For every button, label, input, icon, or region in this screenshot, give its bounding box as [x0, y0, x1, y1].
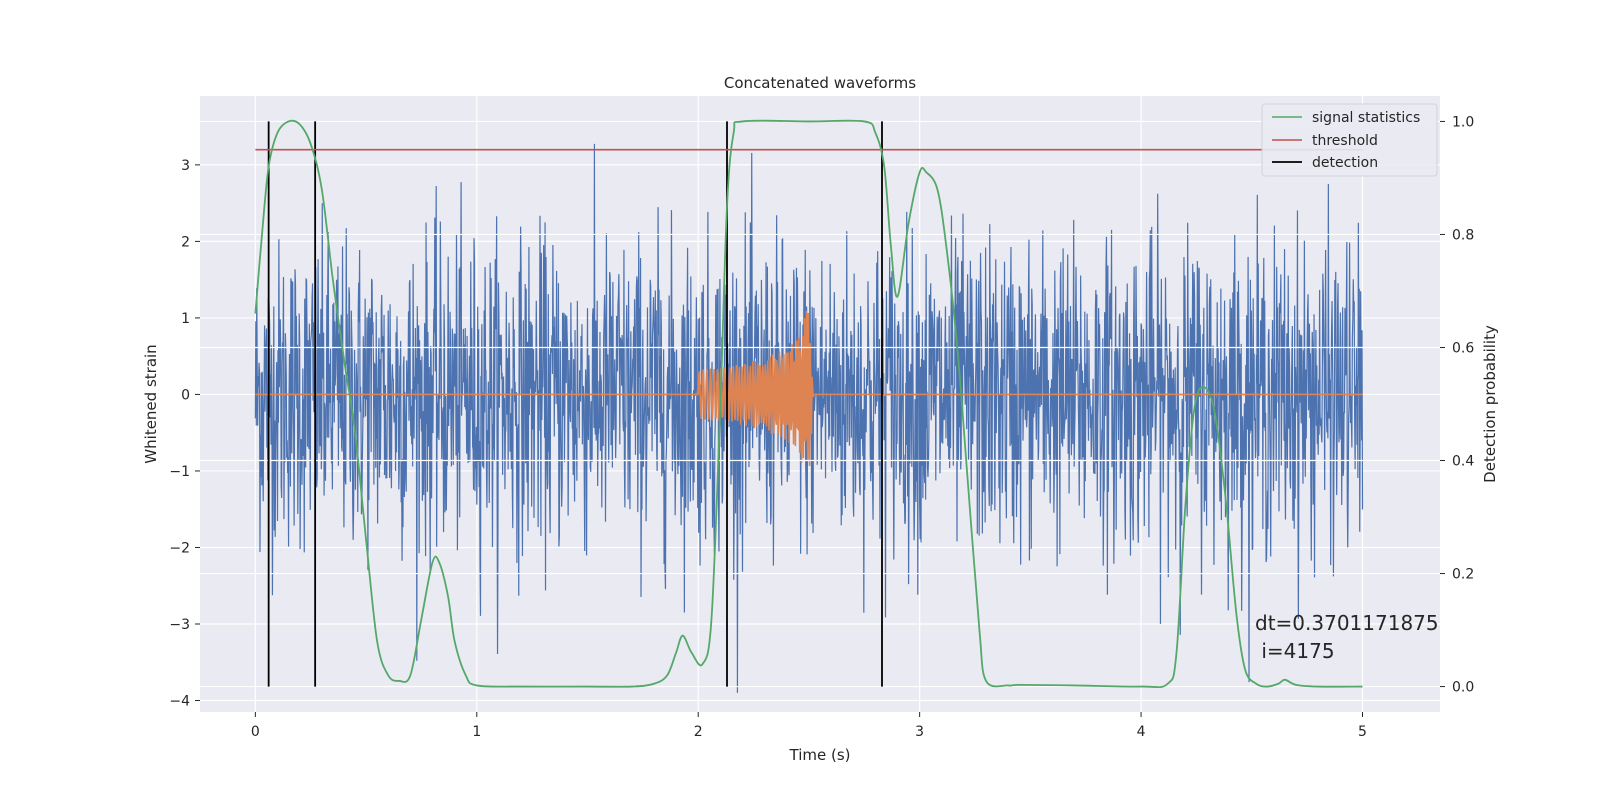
x-tick-label: 5 [1358, 724, 1367, 740]
y2-axis-label: Detection probability [1481, 325, 1499, 483]
y-tick-label: −4 [169, 694, 190, 710]
y-tick-label: 0 [181, 387, 190, 403]
axis-ticks: 0 1 2 3 4 5 −4 −3 −2 −1 0 1 2 3 0.0 0.2 0.4 0.6 0.8 1.0 [169, 114, 1474, 740]
y-axis-label: Whitened strain [142, 344, 160, 463]
y-tick-label: 3 [181, 158, 190, 174]
statistics-layer [254, 119, 1363, 689]
y-tick-label: 2 [181, 234, 190, 250]
injection-line [255, 310, 1363, 467]
y2-tick-label: 0.4 [1452, 454, 1474, 470]
legend: signal statistics threshold detection [1261, 103, 1438, 177]
annotation-i: i=4175 [1255, 639, 1335, 663]
chart-title: Concatenated waveforms [724, 74, 916, 92]
y2-tick-label: 0.6 [1452, 340, 1474, 356]
y2-tick-label: 1.0 [1452, 114, 1474, 130]
annotation-dt: dt=0.3701171875 [1255, 611, 1439, 635]
x-tick-label: 2 [694, 724, 703, 740]
x-tick-label: 4 [1137, 724, 1146, 740]
detections [267, 121, 883, 687]
legend-label-threshold: threshold [1312, 133, 1378, 149]
y2-tick-label: 0.0 [1452, 680, 1474, 696]
legend-label-signal: signal statistics [1312, 110, 1420, 126]
signal-statistics-line [254, 119, 1363, 689]
y-tick-label: −1 [169, 464, 190, 480]
legend-label-detection: detection [1312, 155, 1378, 171]
y2-tick-label: 0.8 [1452, 227, 1474, 243]
y-tick-label: 1 [181, 311, 190, 327]
x-tick-label: 3 [915, 724, 924, 740]
x-tick-label: 0 [251, 724, 260, 740]
y-tick-label: −3 [169, 617, 190, 633]
injection-series [255, 310, 1363, 467]
x-tick-label: 1 [472, 724, 481, 740]
legend-box [1261, 103, 1438, 177]
y2-tick-label: 0.2 [1452, 567, 1474, 583]
y-tick-label: −2 [169, 540, 190, 556]
x-axis-label: Time (s) [789, 746, 851, 764]
